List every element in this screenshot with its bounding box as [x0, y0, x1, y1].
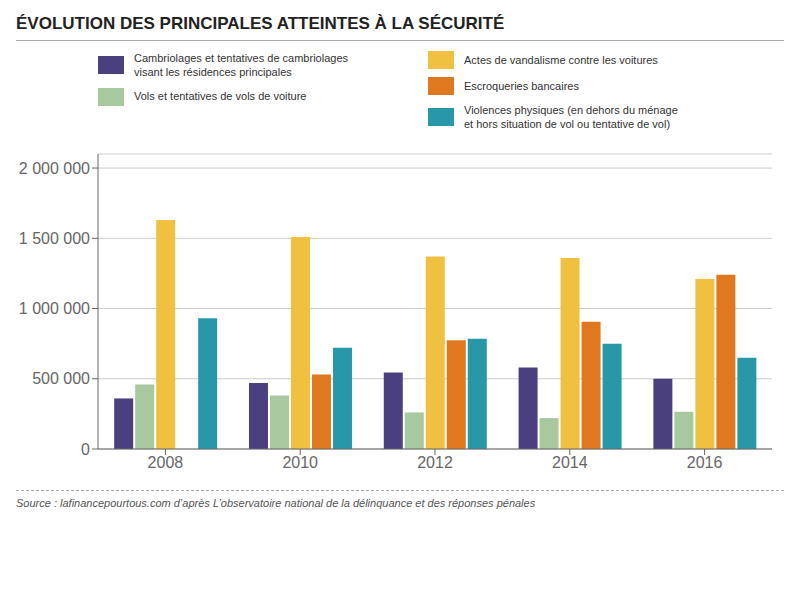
svg-text:500 000: 500 000	[32, 370, 90, 387]
svg-text:1 000 000: 1 000 000	[19, 300, 90, 317]
svg-text:2008: 2008	[148, 454, 184, 471]
svg-text:0: 0	[81, 440, 90, 457]
svg-text:1 500 000: 1 500 000	[19, 230, 90, 247]
html-text:Source : lafinancepourtous.com: Source : lafinancepourtous.com d’après L…	[16, 496, 536, 509]
svg-text:2016: 2016	[687, 454, 723, 471]
html-text:ÉVOLUTION DES PRINCIPALES ATTE: ÉVOLUTION DES PRINCIPALES ATTEINTES À LA…	[16, 14, 505, 33]
html-text:Escroqueries bancaires: Escroqueries bancaires	[464, 79, 579, 92]
svg-text:2 000 000: 2 000 000	[19, 159, 90, 176]
svg-text:2010: 2010	[282, 454, 318, 471]
html-text:Actes de vandalisme contre les: Actes de vandalisme contre les voitures	[464, 53, 658, 66]
svg-text:2014: 2014	[552, 454, 588, 471]
html-text:Cambriolages et tentatives de: Cambriolages et tentatives de cambriolag…	[134, 52, 348, 79]
html-text:Violences physiques (en dehors: Violences physiques (en dehors du ménage…	[464, 104, 678, 131]
svg-text:2012: 2012	[417, 454, 453, 471]
html-text:Vols et tentatives de vols de: Vols et tentatives de vols de voiture	[134, 90, 307, 103]
